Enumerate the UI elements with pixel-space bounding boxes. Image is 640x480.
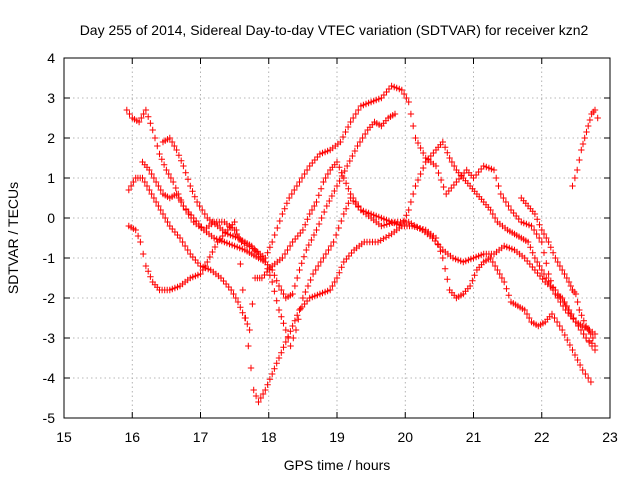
y-tick-label: 1 — [47, 170, 55, 186]
series-track-3 — [125, 218, 595, 406]
data-point-markers — [139, 110, 399, 302]
series-track-6 — [518, 194, 597, 342]
x-tick-label: 22 — [534, 429, 550, 445]
data-point-markers — [125, 218, 595, 406]
x-tick-label: 20 — [397, 429, 413, 445]
x-axis-label: GPS time / hours — [284, 457, 391, 473]
chart-title: Day 255 of 2014, Sidereal Day-to-day VTE… — [80, 22, 589, 38]
series-track-1 — [123, 82, 599, 354]
data-point-markers — [518, 194, 597, 342]
y-tick-label: 0 — [47, 210, 55, 226]
y-tick-label: -5 — [43, 410, 56, 426]
data-point-markers — [569, 106, 601, 190]
x-tick-label: 15 — [56, 429, 72, 445]
x-tick-label: 23 — [602, 429, 618, 445]
y-tick-label: -4 — [43, 370, 56, 386]
x-tick-label: 19 — [329, 429, 345, 445]
y-tick-label: 4 — [47, 50, 55, 66]
series-track-4 — [139, 110, 399, 302]
series-layer — [123, 82, 601, 406]
y-tick-label: -2 — [43, 290, 56, 306]
x-tick-label: 18 — [261, 429, 277, 445]
y-tick-label: -3 — [43, 330, 56, 346]
data-point-markers — [125, 158, 599, 350]
series-track-2 — [125, 158, 599, 350]
y-tick-label: -1 — [43, 250, 56, 266]
x-tick-label: 16 — [124, 429, 140, 445]
x-tick-label: 21 — [466, 429, 482, 445]
y-tick-label: 3 — [47, 90, 55, 106]
x-tick-label: 17 — [193, 429, 209, 445]
series-track-5 — [159, 134, 599, 350]
data-point-markers — [159, 134, 599, 350]
y-axis-label: SDTVAR / TECUs — [5, 182, 21, 294]
series-track-7 — [569, 106, 601, 190]
y-tick-label: 2 — [47, 130, 55, 146]
data-point-markers — [123, 82, 599, 354]
